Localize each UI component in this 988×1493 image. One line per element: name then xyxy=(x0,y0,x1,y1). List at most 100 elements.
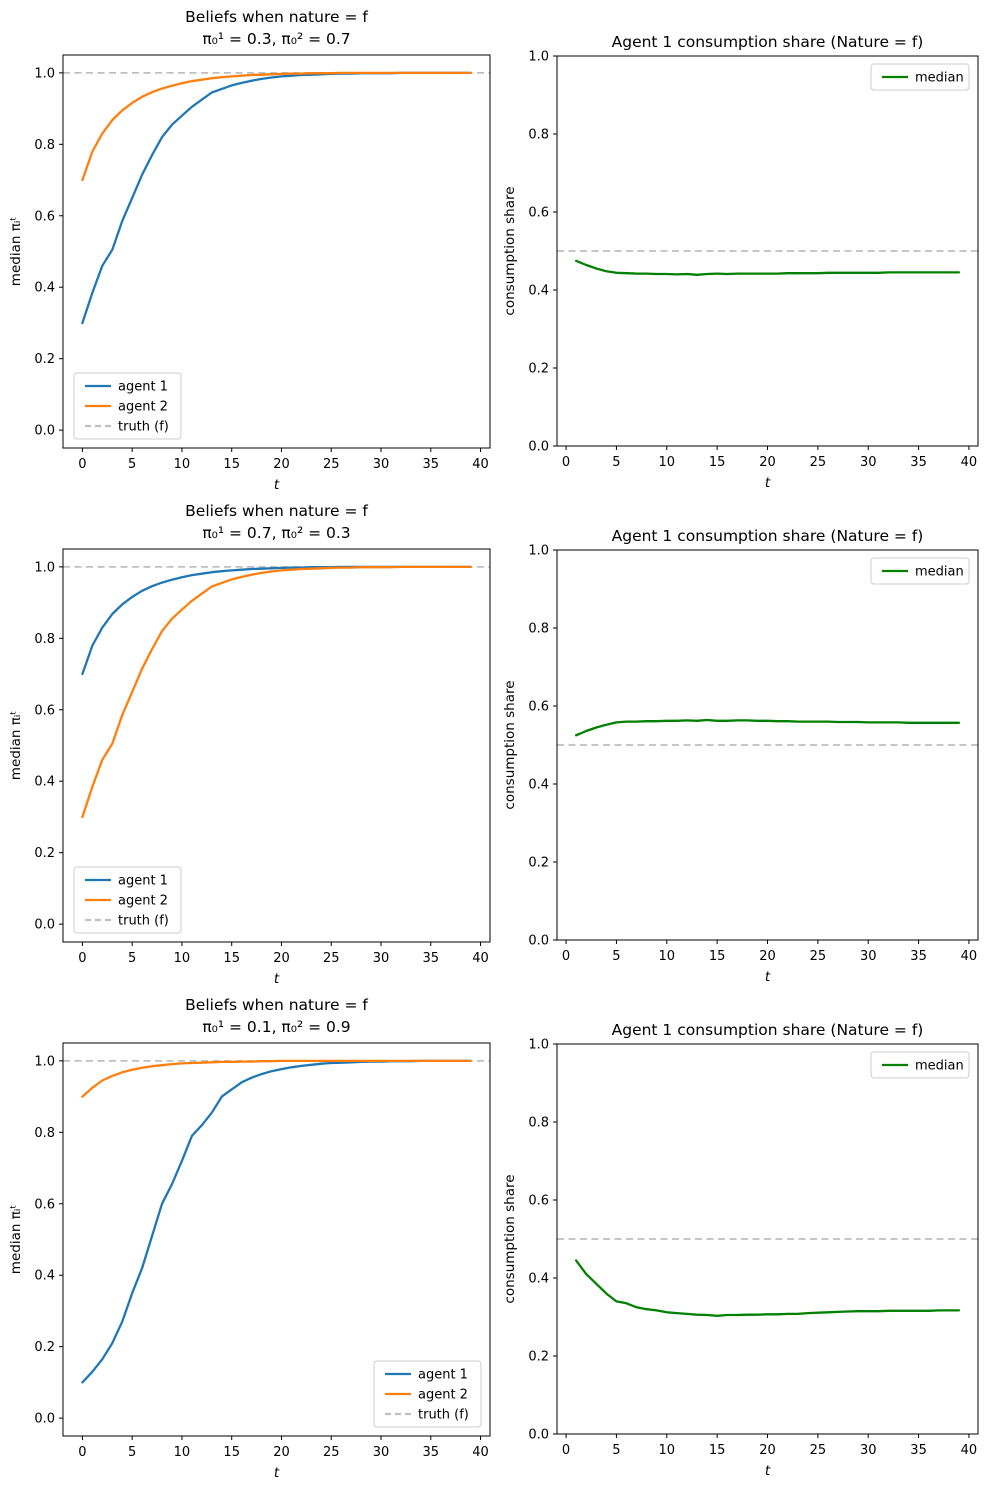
x-tick-label: 5 xyxy=(128,1445,136,1460)
y-tick-label: 0.4 xyxy=(34,1269,55,1284)
legend-box xyxy=(373,1360,482,1428)
legend-label: truth (f) xyxy=(418,1408,469,1423)
x-tick-label: 25 xyxy=(810,1443,827,1458)
y-axis-label: consumption share xyxy=(502,680,518,809)
y-tick-label: 0.0 xyxy=(34,424,55,439)
y-tick-label: 0.0 xyxy=(528,934,549,949)
y-tick-label: 0.2 xyxy=(34,1340,55,1355)
y-tick-label: 0.2 xyxy=(528,856,549,871)
legend-box xyxy=(870,63,970,91)
y-tick-label: 0.2 xyxy=(34,352,55,367)
legend-label: agent 2 xyxy=(118,894,168,909)
x-tick-label: 10 xyxy=(659,455,676,470)
series-line-agent-2 xyxy=(81,71,472,182)
legend: median xyxy=(870,63,970,91)
y-axis-label: median πᵢᵗ xyxy=(8,217,24,286)
x-tick-label: 5 xyxy=(128,951,136,966)
y-axis-label: median πᵢᵗ xyxy=(8,711,24,780)
x-tick-label: 0 xyxy=(78,457,86,472)
x-tick-label: 10 xyxy=(659,1443,676,1458)
x-tick-label: 10 xyxy=(659,949,676,964)
y-tick-label: 0.6 xyxy=(528,1194,549,1209)
x-tick-label: 0 xyxy=(562,949,570,964)
y-tick-label: 0.4 xyxy=(34,775,55,790)
x-tick-label: 25 xyxy=(810,949,827,964)
x-tick-label: 20 xyxy=(759,949,776,964)
series-line-median xyxy=(574,259,961,276)
y-tick-label: 0.0 xyxy=(34,918,55,933)
legend-label: truth (f) xyxy=(118,914,169,929)
series-line-agent-1 xyxy=(81,71,472,325)
x-tick-label: 0 xyxy=(562,1443,570,1458)
y-axis-label: consumption share xyxy=(502,1174,518,1303)
x-tick-label: 30 xyxy=(373,457,390,472)
x-tick-label: 25 xyxy=(810,455,827,470)
chart-title: Agent 1 consumption share (Nature = f) xyxy=(612,1021,924,1039)
x-tick-label: 15 xyxy=(709,949,726,964)
series-line-agent-1 xyxy=(81,1059,472,1384)
y-tick-label: 1.0 xyxy=(528,50,549,65)
series-line-agent-2 xyxy=(81,1059,472,1098)
x-axis-label: t xyxy=(765,969,771,985)
x-tick-label: 0 xyxy=(562,455,570,470)
chart-beliefs-row3: 0 5 10 15 20 25 30 35 40 0.0 0.2 0.4 0.6 0.8 1.0 t media… xyxy=(8,996,491,1481)
x-tick-label: 40 xyxy=(472,1445,489,1460)
x-tick-label: 20 xyxy=(759,455,776,470)
chart-beliefs-row1: 0 5 10 15 20 25 30 35 40 0.0 0.2 0.4 0.6 0.8 1.0 t media… xyxy=(8,8,491,493)
axes-frame xyxy=(62,548,491,943)
chart-title: Beliefs when nature = f xyxy=(185,8,368,26)
legend: agent 1 agent 2 truth (f) xyxy=(73,372,182,440)
x-tick-label: 25 xyxy=(323,951,340,966)
x-tick-label: 35 xyxy=(423,951,440,966)
x-tick-label: 40 xyxy=(961,1443,978,1458)
x-axis-label: t xyxy=(274,477,280,493)
chart-subtitle: π₀¹ = 0.3, π₀² = 0.7 xyxy=(202,30,350,48)
y-tick-label: 0.0 xyxy=(528,1428,549,1443)
legend: agent 1 agent 2 truth (f) xyxy=(373,1360,482,1428)
y-tick-label: 1.0 xyxy=(528,544,549,559)
y-tick-label: 0.2 xyxy=(34,846,55,861)
x-tick-label: 30 xyxy=(860,455,877,470)
legend-label: median xyxy=(915,565,964,580)
legend-label: median xyxy=(915,71,964,86)
chart-title: Agent 1 consumption share (Nature = f) xyxy=(612,527,924,545)
chart-beliefs-row2: 0 5 10 15 20 25 30 35 40 0.0 0.2 0.4 0.6 0.8 1.0 t media… xyxy=(8,502,491,987)
x-tick-label: 40 xyxy=(472,457,489,472)
legend-label: agent 2 xyxy=(118,400,168,415)
x-axis-label: t xyxy=(274,971,280,987)
y-tick-label: 0.6 xyxy=(34,703,55,718)
y-tick-label: 0.8 xyxy=(528,622,549,637)
x-tick-label: 20 xyxy=(273,951,290,966)
series-line-median xyxy=(574,718,961,737)
legend-box xyxy=(870,557,970,585)
legend-label: agent 1 xyxy=(118,380,168,395)
x-tick-label: 10 xyxy=(174,1445,191,1460)
x-tick-label: 30 xyxy=(860,949,877,964)
legend: agent 1 agent 2 truth (f) xyxy=(73,866,182,934)
x-tick-label: 30 xyxy=(860,1443,877,1458)
legend-label: agent 1 xyxy=(418,1368,468,1383)
y-axis-label: consumption share xyxy=(502,186,518,315)
legend-label: agent 1 xyxy=(118,874,168,889)
x-tick-label: 25 xyxy=(323,457,340,472)
legend-box xyxy=(73,372,182,440)
chart-consumption-row1: 0 5 10 15 20 25 30 35 40 0.0 0.2 0.4 0.6 0.8 1.0 t consu… xyxy=(502,33,979,491)
x-tick-label: 30 xyxy=(373,1445,390,1460)
x-tick-label: 0 xyxy=(78,951,86,966)
x-axis-label: t xyxy=(274,1465,280,1481)
x-tick-label: 15 xyxy=(223,457,240,472)
x-tick-label: 35 xyxy=(423,1445,440,1460)
chart-consumption-row2: 0 5 10 15 20 25 30 35 40 0.0 0.2 0.4 0.6 0.8 1.0 t consu… xyxy=(502,527,979,985)
x-tick-label: 10 xyxy=(174,951,191,966)
x-tick-label: 5 xyxy=(612,455,620,470)
chart-title: Beliefs when nature = f xyxy=(185,996,368,1014)
legend: median xyxy=(870,1051,970,1079)
x-tick-label: 35 xyxy=(910,1443,927,1458)
y-tick-label: 0.8 xyxy=(34,632,55,647)
y-tick-label: 0.6 xyxy=(528,206,549,221)
x-axis-label: t xyxy=(765,475,771,491)
x-tick-label: 40 xyxy=(472,951,489,966)
y-tick-label: 0.6 xyxy=(528,700,549,715)
y-tick-label: 0.8 xyxy=(34,138,55,153)
